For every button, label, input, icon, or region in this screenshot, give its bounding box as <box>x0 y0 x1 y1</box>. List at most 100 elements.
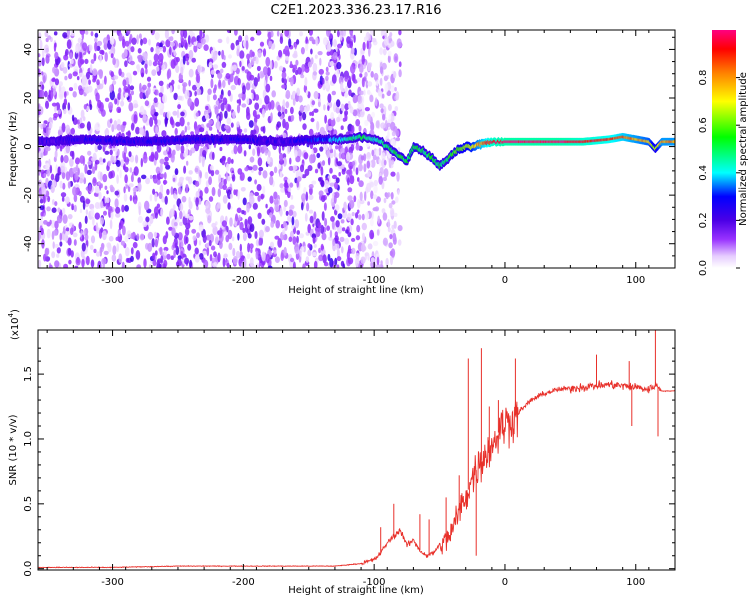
spectrogram-noise-cell <box>285 101 290 109</box>
spectrogram-noise-cell <box>262 125 266 134</box>
spectrogram-noise-cell <box>53 31 58 36</box>
spectrogram-noise-cell <box>152 174 158 184</box>
spectrogram-noise-cell <box>343 30 346 37</box>
spectrogram-noise-cell <box>230 84 236 91</box>
spectrogram-noise-cell <box>364 211 370 220</box>
spectrogram-noise-cell <box>227 229 233 240</box>
spectrogram-noise-cell <box>103 250 109 255</box>
spectrogram-noise-cell <box>86 169 92 175</box>
spectrogram-noise-cell <box>162 45 167 53</box>
spectrogram-noise-cell <box>358 163 363 172</box>
spectrogram-noise-cell <box>249 195 255 205</box>
spectrogram-noise-cell <box>348 199 355 209</box>
spectrogram-noise-cell <box>315 231 319 237</box>
colorbar-tick-label: 0.6 <box>698 117 709 133</box>
spectrogram-noise-cell <box>78 63 82 69</box>
spectrogram-noise-cell <box>164 117 168 128</box>
spectrogram-noise-cell <box>295 59 299 66</box>
spectrogram-noise-cell <box>389 207 395 217</box>
spectrogram-noise-cell <box>206 93 210 102</box>
spectrogram-noise-cell <box>90 31 94 37</box>
spectrogram-noise-cell <box>204 34 210 43</box>
spectrogram-noise-cell <box>347 187 353 193</box>
spectrogram-noise-cell <box>298 95 303 103</box>
spectrogram-noise-cell <box>284 45 290 55</box>
spectrogram-noise-cell <box>149 215 154 224</box>
spectrogram-noise-cell <box>106 197 110 204</box>
spectrogram-noise-cell <box>317 51 323 56</box>
spectrogram-noise-cell <box>339 34 343 41</box>
spectrogram-noise-cell <box>228 242 233 250</box>
spectrogram-noise-cell <box>352 94 358 104</box>
spectrogram-noise-cell <box>130 174 134 183</box>
spectrogram-noise-cell <box>140 157 143 168</box>
spectrogram-noise-cell <box>95 251 101 257</box>
spectrogram-noise-cell <box>137 54 143 63</box>
spectrogram-noise-cell <box>173 249 176 259</box>
spectrogram-noise-cell <box>317 100 321 108</box>
spectrogram-noise-cell <box>195 190 200 199</box>
spectrogram-noise-cell <box>366 89 371 95</box>
spectrogram-noise-cell <box>118 253 123 263</box>
spectrogram-noise-cell <box>179 203 184 212</box>
spectrogram-noise-cell <box>283 199 288 208</box>
spectrogram-noise-cell <box>367 253 370 261</box>
spectrogram-noise-cell <box>154 111 159 117</box>
spectrogram-noise-cell <box>129 167 133 173</box>
spectrogram-noise-cell <box>256 65 261 72</box>
spectrogram-noise-cell <box>153 206 159 216</box>
spectrogram-noise-cell <box>344 110 349 116</box>
spectrogram-noise-cell <box>130 255 134 262</box>
spectrogram-noise-cell <box>229 217 233 227</box>
spectrogram-noise-cell <box>54 243 59 249</box>
spectrogram-noise-cell <box>124 92 129 98</box>
spectrogram-noise-cell <box>125 131 131 136</box>
spectrogram-noise-cell <box>62 214 68 224</box>
spectrogram-noise-cell <box>99 54 102 63</box>
spectrogram-noise-cell <box>91 156 97 162</box>
spectrogram-noise-cell <box>394 56 398 61</box>
spectrogram-noise-cell <box>274 235 280 240</box>
spectrogram-noise-cell <box>222 184 227 190</box>
spectrogram-noise-cell <box>374 97 378 107</box>
spectrogram-noise-cell <box>111 254 117 262</box>
spectrogram-noise-cell <box>230 42 235 51</box>
spectrogram-noise-cell <box>369 261 374 268</box>
spectrogram-noise-cell <box>377 88 382 97</box>
spectrogram-noise-cell <box>231 174 236 182</box>
spectrogram-noise-cell <box>71 150 75 160</box>
spectrogram-noise-cell <box>300 246 305 252</box>
spectrogram-noise-cell <box>296 230 301 235</box>
spectrogram-noise-cell <box>136 264 142 268</box>
spectrogram-noise-cell <box>85 198 91 205</box>
spectrogram-noise-cell <box>175 65 180 74</box>
spectrogram-noise-cell <box>220 102 225 112</box>
spectrogram-noise-cell <box>311 149 314 155</box>
spectrogram-noise-cell <box>279 183 284 189</box>
spectrogram-noise-cell <box>222 257 226 268</box>
spectrogram-noise-cell <box>152 252 156 260</box>
spectrogram-noise-cell <box>301 193 307 202</box>
spectrogram-noise-cell <box>278 146 281 154</box>
spectrogram-noise-cell <box>232 110 236 119</box>
spectrogram-noise-cell <box>250 247 253 254</box>
spectrogram-noise-cell <box>290 76 294 87</box>
spectrogram-noise-cell <box>380 122 386 129</box>
spectrogram-noise-cell <box>141 174 147 180</box>
spectrogram-noise-cell <box>132 241 138 249</box>
spectrogram-noise-cell <box>109 219 113 230</box>
spectrogram-noise-cell <box>197 64 203 74</box>
spectrogram-noise-cell <box>74 171 79 181</box>
spectrogram-noise-cell <box>361 54 365 65</box>
spectrogram-noise-cell <box>41 84 45 91</box>
spectrogram-noise-cell <box>225 171 228 181</box>
spectrogram-noise-cell <box>125 88 129 93</box>
spectrogram-noise-cell <box>237 78 241 86</box>
spectrogram-noise-cell <box>320 166 324 176</box>
spectrogram-noise-cell <box>73 194 78 203</box>
spectrogram-noise-cell <box>217 188 221 198</box>
spectrogram-noise-cell <box>283 246 287 256</box>
spectrogram-noise-cell <box>206 246 210 257</box>
spectrogram-noise-cell <box>289 257 295 263</box>
spectrogram-noise-cell <box>316 152 321 159</box>
